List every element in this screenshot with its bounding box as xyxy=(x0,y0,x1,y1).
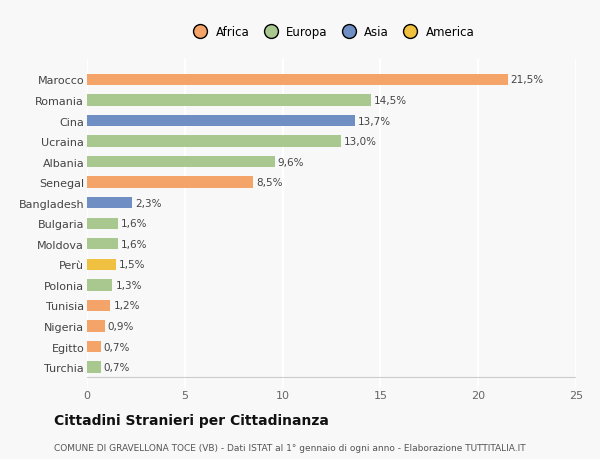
Text: 0,9%: 0,9% xyxy=(107,321,134,331)
Bar xyxy=(87,280,112,291)
Text: 13,7%: 13,7% xyxy=(358,116,391,126)
Text: 0,7%: 0,7% xyxy=(104,362,130,372)
Text: Cittadini Stranieri per Cittadinanza: Cittadini Stranieri per Cittadinanza xyxy=(54,414,329,428)
Text: 1,6%: 1,6% xyxy=(121,239,148,249)
Text: 1,3%: 1,3% xyxy=(115,280,142,290)
Bar xyxy=(87,362,101,373)
Bar xyxy=(87,341,101,353)
Bar xyxy=(87,95,371,106)
Text: 0,7%: 0,7% xyxy=(104,342,130,352)
Bar xyxy=(87,177,253,188)
Bar xyxy=(87,239,118,250)
Bar xyxy=(87,136,341,147)
Text: 13,0%: 13,0% xyxy=(344,137,377,147)
Text: 2,3%: 2,3% xyxy=(135,198,161,208)
Text: 1,5%: 1,5% xyxy=(119,260,146,270)
Bar xyxy=(87,321,104,332)
Text: 8,5%: 8,5% xyxy=(256,178,283,188)
Text: 21,5%: 21,5% xyxy=(511,75,544,85)
Bar xyxy=(87,218,118,230)
Legend: Africa, Europa, Asia, America: Africa, Europa, Asia, America xyxy=(185,23,478,43)
Text: 1,6%: 1,6% xyxy=(121,219,148,229)
Text: 1,2%: 1,2% xyxy=(113,301,140,311)
Bar xyxy=(87,157,275,168)
Bar xyxy=(87,259,116,270)
Bar xyxy=(87,116,355,127)
Text: COMUNE DI GRAVELLONA TOCE (VB) - Dati ISTAT al 1° gennaio di ogni anno - Elabora: COMUNE DI GRAVELLONA TOCE (VB) - Dati IS… xyxy=(54,443,526,452)
Bar xyxy=(87,198,132,209)
Text: 14,5%: 14,5% xyxy=(374,96,407,106)
Bar xyxy=(87,75,508,86)
Bar xyxy=(87,300,110,311)
Text: 9,6%: 9,6% xyxy=(278,157,304,167)
